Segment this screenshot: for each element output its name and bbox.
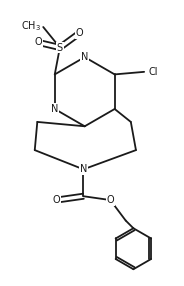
Text: O: O bbox=[107, 195, 114, 205]
Text: O: O bbox=[53, 195, 60, 205]
Text: N: N bbox=[80, 164, 87, 174]
Text: CH$_3$: CH$_3$ bbox=[21, 19, 41, 33]
Text: N: N bbox=[51, 104, 59, 114]
Text: O: O bbox=[34, 37, 42, 47]
Text: O: O bbox=[75, 28, 83, 38]
Text: Cl: Cl bbox=[149, 67, 158, 77]
Text: S: S bbox=[57, 43, 63, 53]
Text: N: N bbox=[81, 52, 88, 62]
